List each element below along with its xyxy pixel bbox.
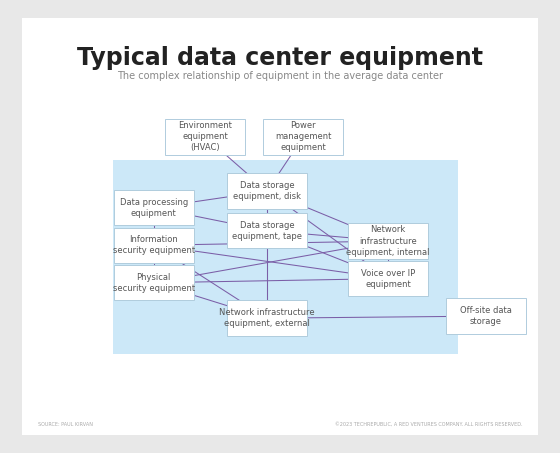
FancyBboxPatch shape: [114, 265, 194, 300]
Text: ©2023 TECHREPUBLIC, A RED VENTURES COMPANY. ALL RIGHTS RESERVED.: ©2023 TECHREPUBLIC, A RED VENTURES COMPA…: [335, 422, 522, 427]
Text: Data storage
equipment, disk: Data storage equipment, disk: [233, 181, 301, 201]
FancyBboxPatch shape: [227, 300, 307, 336]
Text: Voice over IP
equipment: Voice over IP equipment: [361, 269, 416, 289]
FancyBboxPatch shape: [348, 223, 428, 259]
Text: Environment
equipment
(HVAC): Environment equipment (HVAC): [178, 121, 232, 153]
Text: Information
security equipment: Information security equipment: [113, 235, 195, 255]
FancyBboxPatch shape: [165, 119, 245, 154]
Text: Power
management
equipment: Power management equipment: [275, 121, 332, 153]
FancyBboxPatch shape: [263, 119, 343, 154]
Text: SOURCE: PAUL KIRVAN: SOURCE: PAUL KIRVAN: [38, 422, 93, 427]
FancyBboxPatch shape: [114, 190, 194, 226]
FancyBboxPatch shape: [113, 160, 458, 354]
Text: Typical data center equipment: Typical data center equipment: [77, 46, 483, 70]
Text: Data processing
equipment: Data processing equipment: [120, 198, 188, 218]
Text: The complex relationship of equipment in the average data center: The complex relationship of equipment in…: [117, 72, 443, 82]
Text: Physical
security equipment: Physical security equipment: [113, 273, 195, 293]
Text: Data storage
equipment, tape: Data storage equipment, tape: [232, 221, 302, 241]
FancyBboxPatch shape: [348, 261, 428, 296]
FancyBboxPatch shape: [446, 299, 526, 334]
FancyBboxPatch shape: [227, 173, 307, 209]
Text: Network infrastructure
equipment, external: Network infrastructure equipment, extern…: [220, 308, 315, 328]
Text: Network
infrastructure
equipment, internal: Network infrastructure equipment, intern…: [347, 226, 430, 257]
FancyBboxPatch shape: [114, 227, 194, 263]
Text: Off-site data
storage: Off-site data storage: [460, 306, 512, 326]
FancyBboxPatch shape: [227, 213, 307, 248]
